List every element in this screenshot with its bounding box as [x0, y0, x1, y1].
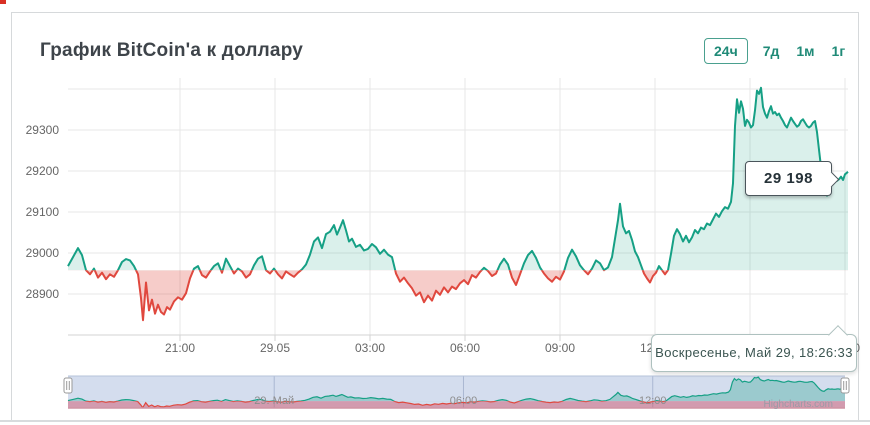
y-axis-label: 29200: [26, 164, 60, 178]
x-axis-label: 09:00: [545, 341, 575, 355]
navigator-axis-label: 06:00: [450, 395, 478, 407]
x-axis-label: 03:00: [355, 341, 385, 355]
area-above-threshold: [68, 87, 848, 271]
chart-title: График BitCoin'a к доллару: [40, 40, 304, 61]
price-line-up: [67, 86, 849, 271]
y-axis-label: 29000: [26, 246, 60, 260]
navigator-area-up: [68, 377, 845, 402]
price-tooltip: 29 198: [745, 161, 840, 196]
navigator-line-up: [67, 376, 846, 402]
corner-artifact: [0, 0, 6, 4]
x-axis-label: 06:00: [450, 341, 480, 355]
x-axis-label: 29.05: [260, 341, 290, 355]
navigator-axis-label: 12:00: [639, 395, 667, 407]
area-below-threshold: [86, 270, 668, 321]
y-axis-label: 28900: [26, 287, 60, 301]
y-axis-label: 29100: [26, 205, 60, 219]
bottom-divider: [0, 420, 870, 422]
highcharts-credits-link[interactable]: Highcharts.com: [764, 399, 833, 410]
navigator-right-handle[interactable]: [840, 377, 850, 394]
range-button-1[interactable]: 7д: [761, 39, 782, 63]
navigator-area-down: [68, 401, 845, 408]
range-button-0[interactable]: 24ч: [704, 38, 748, 64]
range-selector: 24ч 7д 1м 1г: [704, 37, 847, 65]
range-button-2[interactable]: 1м: [794, 39, 816, 63]
navigator-left-handle[interactable]: [63, 377, 73, 394]
navigator-axis-label: 29. Май: [254, 395, 294, 407]
y-axis-label: 29300: [26, 123, 60, 137]
x-axis-label: 21:00: [165, 341, 195, 355]
price-tooltip-value: 29 198: [764, 170, 813, 187]
range-button-3[interactable]: 1г: [830, 39, 848, 63]
datetime-tooltip: Воскресенье, Май 29, 18:26:33: [651, 325, 857, 372]
datetime-tooltip-value: Воскресенье, Май 29, 18:26:33: [655, 345, 853, 360]
